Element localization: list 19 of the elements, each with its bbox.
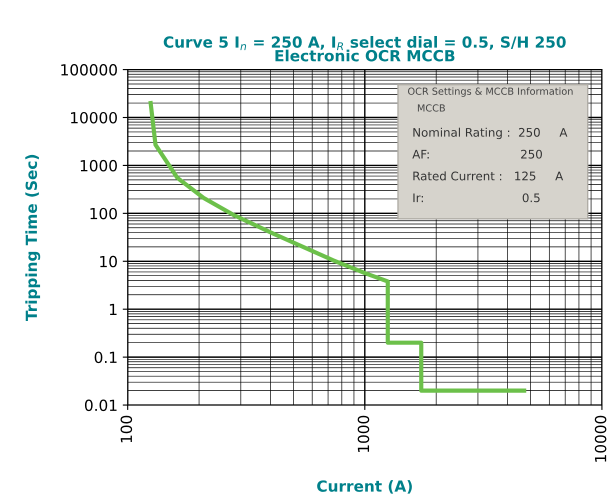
annotation: Nominal Rating : 250 A [413,128,568,140]
annotation: AF: 250 [412,150,542,159]
annotation: Rated Current : 125 A [413,171,564,180]
annotation: Ir: 0.5 [413,193,540,202]
x-tick-label: 10000 [594,416,606,462]
y-tick-label: 1 [110,304,117,316]
y-tick-label: 10000 [71,112,117,124]
annotation: MCCB [418,104,445,112]
y-tick-label: 100000 [61,64,117,76]
x-tick-label: 1000 [358,416,370,452]
x-axis-title: Current (A) [317,480,412,494]
y-tick-label: 0.01 [84,400,117,412]
y-tick-label: 100 [90,208,117,220]
y-tick-label: 0.1 [94,352,117,364]
chart-title: Curve 5 I$_{n}$ = 250 A, I$_{R}$ select dial = 0.5, S/H 250 Electronic OCR MCCB [164,36,566,62]
y-tick-label: 10 [100,256,117,268]
y-tick-label: 1000 [80,160,117,172]
y-axis-title: Tripping Time (Sec) [25,154,40,321]
annotation: OCR Settings & MCCB Information [408,87,573,97]
